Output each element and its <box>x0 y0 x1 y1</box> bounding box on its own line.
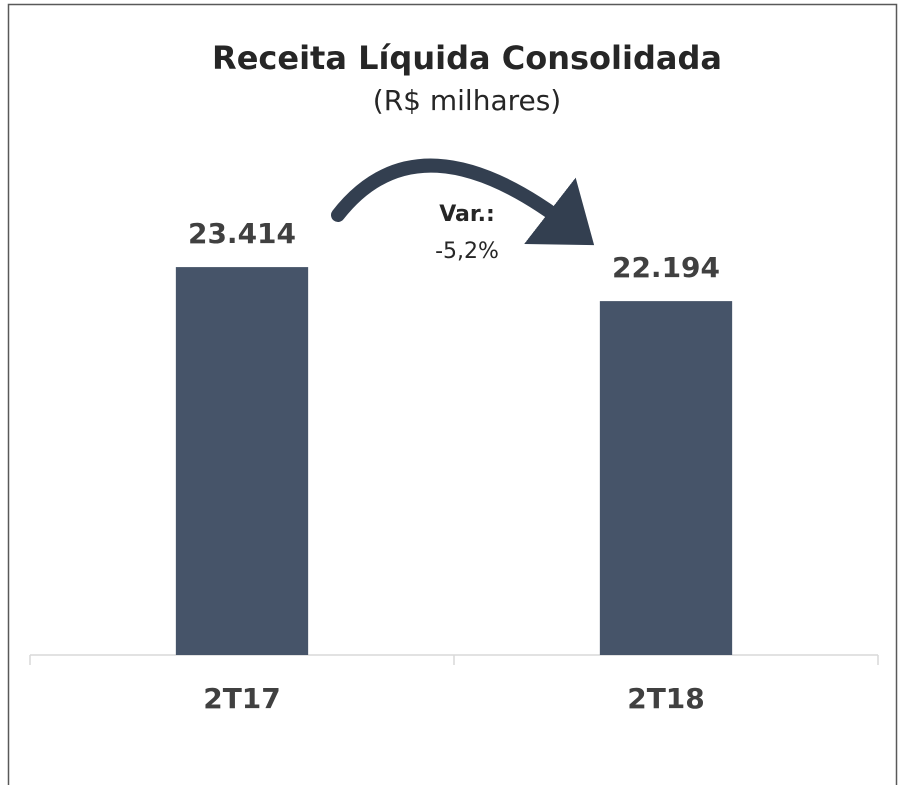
variation-arrow <box>331 158 595 246</box>
frame <box>7 3 898 785</box>
x-tick-label: 2T17 <box>203 682 281 715</box>
annotation: -5,2% <box>435 239 499 264</box>
bar <box>599 301 733 655</box>
x-tick-label: 2T18 <box>627 682 705 715</box>
chart-title: Receita Líquida Consolidada <box>212 39 722 77</box>
bar <box>175 267 309 655</box>
chart-subtitle: (R$ milhares) <box>373 84 561 117</box>
data-label: 22.194 <box>612 251 720 284</box>
data-label: 23.414 <box>188 217 296 250</box>
annotation: Var.: <box>439 202 495 227</box>
